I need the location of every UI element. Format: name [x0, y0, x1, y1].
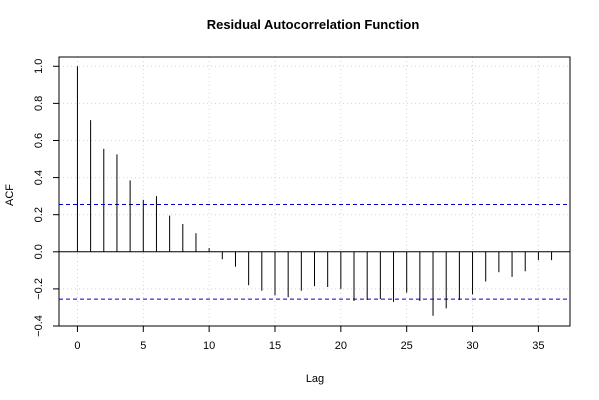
plot-frame — [58, 56, 571, 327]
x-tick-label: 15 — [269, 340, 281, 352]
x-tick-label: 30 — [466, 340, 478, 352]
x-tick-label: 25 — [401, 340, 413, 352]
x-axis: 0 5 10 15 20 25 30 35 — [74, 326, 545, 352]
y-tick-label: −0.2 — [33, 278, 45, 300]
y-axis: −0.4 −0.2 0.0 0.2 0.4 0.6 0.8 1.0 — [33, 59, 59, 337]
x-tick-label: 0 — [74, 340, 80, 352]
x-tick-label: 35 — [532, 340, 544, 352]
y-tick-label: 0.8 — [33, 96, 45, 111]
x-tick-label: 10 — [203, 340, 215, 352]
y-tick-label: 1.0 — [33, 59, 45, 74]
x-axis-label: Lag — [306, 373, 324, 385]
y-tick-label: 0.2 — [33, 207, 45, 222]
y-tick-label: 0.4 — [33, 170, 45, 185]
y-axis-label: ACF — [4, 184, 16, 206]
y-tick-label: 0.6 — [33, 133, 45, 148]
chart-title: Residual Autocorrelation Function — [207, 17, 420, 32]
x-tick-label: 5 — [140, 340, 146, 352]
x-tick-label: 20 — [335, 340, 347, 352]
y-tick-label: −0.4 — [33, 315, 45, 337]
acf-bars — [76, 66, 553, 316]
y-tick-label: 0.0 — [33, 244, 45, 259]
confidence-bounds — [59, 203, 570, 300]
